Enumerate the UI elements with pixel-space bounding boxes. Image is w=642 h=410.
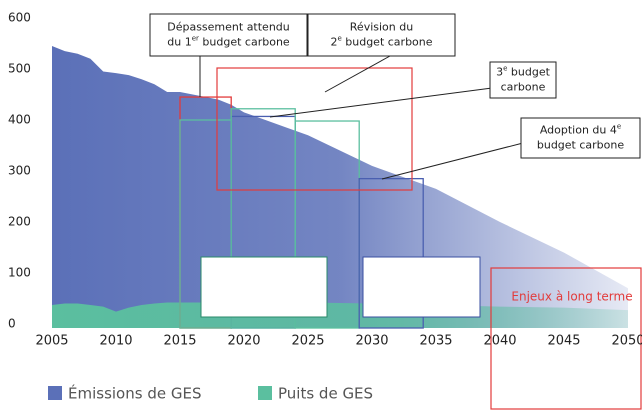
annotation-segment: budget	[507, 66, 550, 79]
budget-box	[358, 177, 424, 329]
annotation-segment: budget carbone	[342, 36, 433, 49]
annotation-text: Dépassement attendu	[167, 21, 290, 34]
x-tick-label: 2005	[35, 334, 68, 349]
annotation-segment: 2	[330, 36, 337, 49]
blank-box	[200, 256, 328, 318]
legend-swatch	[48, 386, 62, 400]
annotation-box	[520, 117, 641, 159]
y-tick-label: 200	[8, 215, 31, 229]
x-tick-label: 2045	[547, 334, 580, 349]
annotation-segment: budget carbone	[199, 36, 290, 49]
x-tick-label: 2020	[227, 334, 260, 349]
x-tick-label: 2015	[163, 334, 196, 349]
x-tick-label: 2040	[483, 334, 516, 349]
x-tick-label: 2030	[355, 334, 388, 349]
legend-swatch	[258, 386, 272, 400]
annotation-segment: budget carbone	[537, 139, 624, 152]
annotation-segment: e	[503, 65, 507, 73]
long-term-frame	[490, 267, 642, 410]
y-tick-label: 600	[8, 11, 31, 25]
annotation-text: du 1er budget carbone	[167, 35, 290, 49]
y-tick-label: 300	[8, 164, 31, 178]
annotation-text: Révision du	[350, 21, 413, 34]
annotation-segment: du 1	[167, 36, 191, 49]
annotation-text: budget carbone	[537, 139, 624, 152]
annotation-box	[307, 13, 456, 57]
long-term-label: Enjeux à long terme	[511, 290, 632, 304]
annotation-segment: e	[337, 35, 341, 43]
annotation-box	[489, 61, 557, 99]
x-tick-label: 2035	[419, 334, 452, 349]
annotation-text: 2e budget carbone	[330, 35, 432, 49]
highlight-frame	[216, 67, 413, 191]
blank-box	[362, 256, 481, 318]
leader-line	[269, 87, 493, 118]
annotation-text: carbone	[501, 81, 546, 94]
leader-line	[381, 142, 524, 180]
annotation-text: 3e budget	[496, 65, 550, 79]
x-tick-label: 2010	[99, 334, 132, 349]
annotation-text: Adoption du 4e	[540, 123, 621, 137]
annotation-segment: er	[192, 35, 199, 43]
annotation-segment: Dépassement attendu	[167, 21, 290, 34]
y-tick-label: 0	[8, 317, 16, 331]
y-tick-label: 100	[8, 266, 31, 280]
area	[52, 302, 628, 328]
annotation-segment: 3	[496, 66, 503, 79]
x-tick-label: 2050	[611, 334, 642, 349]
y-tick-label: 400	[8, 113, 31, 127]
legend-label: Puits de GES	[278, 385, 373, 403]
x-tick-label: 2025	[291, 334, 324, 349]
annotation-segment: e	[617, 123, 621, 131]
annotation-segment: Révision du	[350, 21, 413, 34]
area	[52, 46, 628, 329]
annotation-segment: carbone	[501, 81, 546, 94]
y-tick-label: 500	[8, 62, 31, 76]
leader-line	[324, 55, 391, 93]
annotation-box	[149, 13, 308, 57]
legend-label: Émissions de GES	[68, 384, 201, 403]
annotation-segment: Adoption du 4	[540, 124, 617, 137]
